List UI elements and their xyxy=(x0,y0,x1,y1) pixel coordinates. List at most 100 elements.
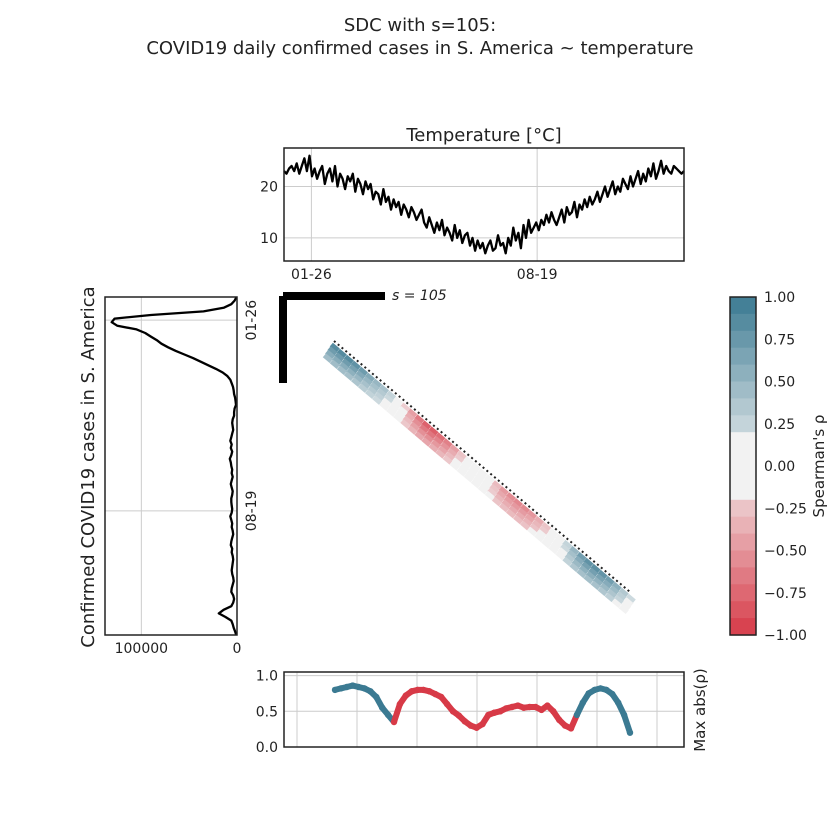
heatmap-cell xyxy=(468,465,479,476)
colorbar-tick-label: 0.25 xyxy=(764,417,795,433)
max-abs-rho-point xyxy=(573,711,581,719)
heatmap-cell xyxy=(574,555,585,566)
heatmap-cell xyxy=(372,395,383,405)
temperature-xtick-label: 01-26 xyxy=(291,267,332,283)
heatmap-cell xyxy=(599,582,610,593)
heatmap-cell xyxy=(480,481,491,491)
colorbar-tick-label: 1.00 xyxy=(764,290,795,306)
heatmap-cell xyxy=(367,385,378,396)
temperature-ytick-label: 20 xyxy=(260,180,278,196)
heatmap-cell xyxy=(414,431,425,441)
heatmap-cell xyxy=(339,361,350,372)
heatmap-cell xyxy=(538,525,549,536)
colorbar-swatch xyxy=(730,567,756,585)
max-abs-rho-point xyxy=(367,688,374,695)
heatmap-cell xyxy=(456,467,467,477)
max-abs-rho-point xyxy=(620,711,628,719)
colorbar-frame xyxy=(729,296,757,636)
heatmap-cell xyxy=(463,456,474,466)
max-abs-rho-point xyxy=(485,711,492,719)
colorbar-swatch xyxy=(730,482,756,501)
heatmap-cell xyxy=(386,390,397,401)
heatmap-cell xyxy=(386,407,397,417)
window-size-label: s = 105 xyxy=(392,288,447,304)
max-abs-rho-point xyxy=(479,720,486,728)
heatmap-cell xyxy=(395,409,406,420)
figure-title-line2: COVID19 daily confirmed cases in S. Amer… xyxy=(146,38,693,59)
colorbar-swatch xyxy=(730,466,756,484)
heatmap-cell xyxy=(520,520,531,531)
max-abs-rho-point xyxy=(449,708,457,715)
sdc-heatmap-panel: s = 105 xyxy=(279,288,636,615)
heatmap-cell xyxy=(411,418,423,428)
heatmap-cell xyxy=(541,521,552,532)
heatmap-cell xyxy=(362,376,373,386)
heatmap-cell xyxy=(621,600,632,611)
max-abs-rho-point xyxy=(455,712,463,719)
max-abs-rho-point xyxy=(520,704,527,711)
colorbar-swatch xyxy=(730,516,756,535)
heatmap-cell xyxy=(578,565,589,575)
heatmap-cell xyxy=(491,480,502,490)
heatmap-cell xyxy=(550,541,561,551)
heatmap-cell xyxy=(463,472,474,483)
heatmap-cell xyxy=(526,510,538,520)
heatmap-cell xyxy=(513,514,524,525)
temperature-xtick-label: 08-19 xyxy=(517,267,558,283)
window-size-indicator xyxy=(279,292,385,383)
max-abs-rho-point xyxy=(491,709,498,716)
heatmap-cell xyxy=(503,495,514,506)
colorbar-ticks: 1.00 0.75 0.50 0.25 0.00 −0.25 −0.50 −0.75 −1.00 xyxy=(764,290,807,644)
colorbar-swatches xyxy=(730,297,756,636)
colorbar-swatch xyxy=(730,415,756,433)
heatmap-cell xyxy=(555,550,566,561)
max-abs-rho-point xyxy=(603,686,610,694)
heatmap-cell xyxy=(477,468,488,478)
colorbar-swatch xyxy=(730,398,756,416)
heatmap-cell xyxy=(357,383,369,393)
colorbar-swatch xyxy=(730,499,756,518)
max-abs-rho-point xyxy=(443,700,451,708)
heatmap-cell xyxy=(341,358,352,368)
heatmap-cell xyxy=(475,471,486,482)
max-abs-rho-point xyxy=(467,722,474,729)
heatmap-cell xyxy=(456,450,467,460)
heatmap-cell xyxy=(585,570,596,581)
colorbar-swatch xyxy=(730,584,756,602)
heatmap-cell xyxy=(449,461,460,471)
heatmap-cell xyxy=(369,382,380,392)
heatmap-cell xyxy=(357,366,368,377)
heatmap-cell xyxy=(329,359,340,370)
heatmap-cell xyxy=(606,588,618,599)
heatmap-cell xyxy=(534,532,545,543)
heatmap-cell xyxy=(557,547,568,557)
colorbar: 1.00 0.75 0.50 0.25 0.00 −0.25 −0.50 −0.75 −1.00… xyxy=(729,290,828,644)
colorbar-swatch xyxy=(730,550,756,568)
heatmap-cell xyxy=(477,484,488,495)
heatmap-cell xyxy=(470,462,481,472)
max-abs-rho-ticks: 0.0 0.5 1.0 xyxy=(256,669,278,756)
heatmap-cell xyxy=(566,549,578,560)
figure-title-line1: SDC with s=105: xyxy=(344,15,496,36)
colorbar-tick-label: −1.00 xyxy=(764,628,807,644)
max-abs-rho-point xyxy=(626,729,634,736)
colorbar-swatch xyxy=(730,364,756,383)
max-abs-rho-point xyxy=(538,706,545,714)
heatmap-cell xyxy=(548,527,559,538)
heatmap-cell xyxy=(590,563,601,574)
heatmap-cell xyxy=(501,499,512,509)
max-abs-rho-point xyxy=(591,686,598,694)
colorbar-tick-label: 0.00 xyxy=(764,459,795,475)
heatmap-cell xyxy=(353,373,364,384)
heatmap-cell xyxy=(548,544,559,555)
heatmap-cell xyxy=(595,573,606,584)
heatmap-cell xyxy=(465,469,477,480)
heatmap-cell xyxy=(416,427,427,438)
heatmap-cell xyxy=(571,559,582,569)
cases-ytick-label: 01-26 xyxy=(244,300,260,341)
heatmap-cell xyxy=(524,513,535,524)
heatmap-cell xyxy=(371,378,383,389)
max-abs-rho-point xyxy=(331,686,339,694)
heatmap-cell xyxy=(325,349,336,360)
heatmap-cell xyxy=(496,489,507,500)
